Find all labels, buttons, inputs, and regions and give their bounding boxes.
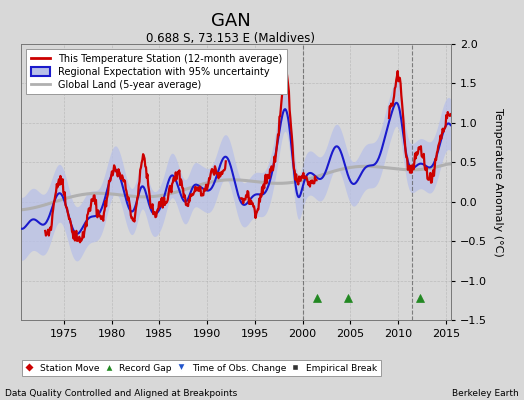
Text: Berkeley Earth: Berkeley Earth <box>452 389 519 398</box>
Legend: Station Move, Record Gap, Time of Obs. Change, Empirical Break: Station Move, Record Gap, Time of Obs. C… <box>22 360 381 376</box>
Text: Data Quality Controlled and Aligned at Breakpoints: Data Quality Controlled and Aligned at B… <box>5 389 237 398</box>
Y-axis label: Temperature Anomaly (°C): Temperature Anomaly (°C) <box>493 108 504 256</box>
Text: 0.688 S, 73.153 E (Maldives): 0.688 S, 73.153 E (Maldives) <box>146 32 315 45</box>
Text: GAN: GAN <box>211 12 250 30</box>
